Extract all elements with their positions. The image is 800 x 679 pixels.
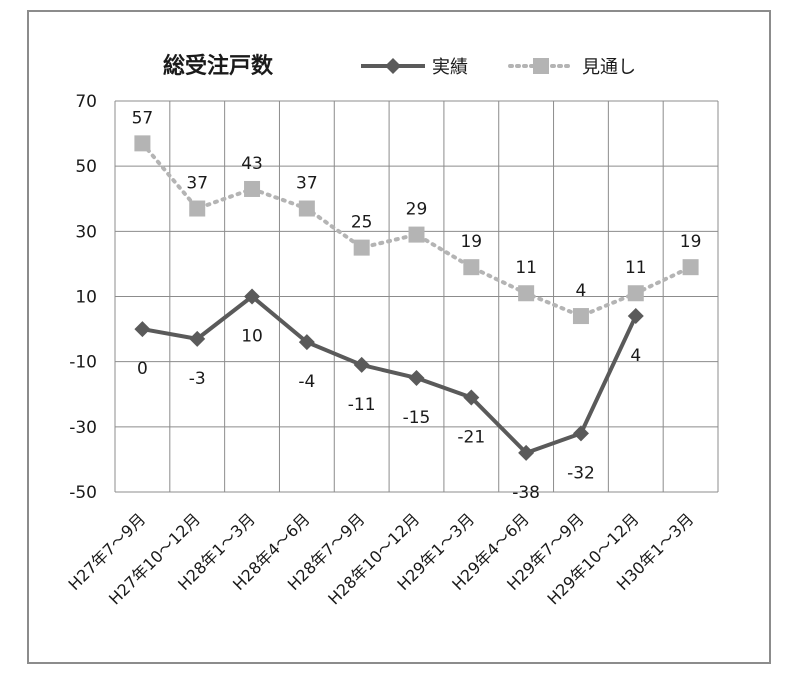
forecast-data-label: 11 [625, 258, 647, 278]
actual-point [408, 369, 425, 386]
legend: 実績 見通し [361, 57, 636, 78]
y-tick-label: 70 [75, 92, 97, 112]
forecast-data-label: 43 [241, 154, 263, 174]
actual-data-label: -15 [403, 408, 431, 428]
actual-data-label: 0 [137, 359, 148, 379]
actual-point [134, 321, 151, 338]
actual-point [572, 425, 589, 442]
forecast-data-label: 29 [406, 200, 428, 220]
data-labels: 57 37 43 37 25 29 19 11 4 11 19 0 -3 10 -4 -11 -15 -21 -38… [132, 108, 702, 503]
chart-title: 総受注戸数 [163, 53, 274, 79]
forecast-data-label: 4 [576, 281, 587, 301]
forecast-point [408, 226, 425, 243]
actual-data-label: -38 [512, 483, 540, 503]
legend-label-forecast: 見通し [582, 57, 636, 78]
forecast-point [189, 200, 206, 217]
y-tick-label: -10 [69, 353, 97, 373]
actual-point [627, 308, 644, 325]
forecast-data-label: 11 [515, 258, 537, 278]
actual-point [298, 334, 315, 351]
forecast-point [682, 259, 699, 276]
y-tick-label: 50 [75, 157, 97, 177]
y-tick-label: -30 [69, 418, 97, 438]
forecast-point [353, 239, 370, 256]
chart-frame [27, 10, 771, 664]
forecast-data-label: 57 [132, 108, 154, 128]
actual-data-label: -11 [348, 395, 376, 415]
legend-marker-forecast [533, 58, 549, 74]
actual-data-label: -3 [189, 369, 206, 389]
actual-data-label: -4 [298, 372, 315, 392]
forecast-point [244, 180, 261, 197]
forecast-data-label: 37 [186, 174, 208, 194]
y-tick-label: -50 [69, 483, 97, 503]
actual-data-label: 10 [241, 327, 263, 347]
forecast-point [298, 200, 315, 217]
actual-point [244, 288, 261, 305]
series-line-forecast [140, 141, 693, 319]
forecast-point [134, 135, 151, 152]
actual-point [353, 356, 370, 373]
forecast-point [627, 285, 644, 302]
y-tick-label: 30 [75, 222, 97, 242]
y-axis-ticks: 70 50 30 10 -10 -30 -50 [69, 92, 97, 503]
forecast-point [518, 285, 535, 302]
forecast-data-label: 25 [351, 213, 373, 233]
legend-marker-actual [385, 58, 401, 74]
forecast-data-label: 19 [460, 232, 482, 252]
forecast-data-label: 19 [680, 232, 702, 252]
actual-data-label: 4 [630, 346, 641, 366]
grid [114, 100, 719, 493]
y-tick-label: 10 [75, 288, 97, 308]
actual-data-label: -21 [457, 428, 485, 448]
forecast-data-label: 37 [296, 174, 318, 194]
legend-label-actual: 実績 [432, 57, 468, 78]
series-line-actual [142, 294, 638, 455]
actual-data-label: -32 [567, 463, 595, 483]
actual-point [518, 444, 535, 461]
actual-point [189, 330, 206, 347]
x-axis-ticks: H27年7～9月H27年10～12月H28年1～3月H28年4～6月H28年7～… [65, 509, 698, 608]
forecast-point [572, 308, 589, 325]
actual-point [463, 389, 480, 406]
forecast-point [463, 259, 480, 276]
series-layer [134, 135, 699, 461]
